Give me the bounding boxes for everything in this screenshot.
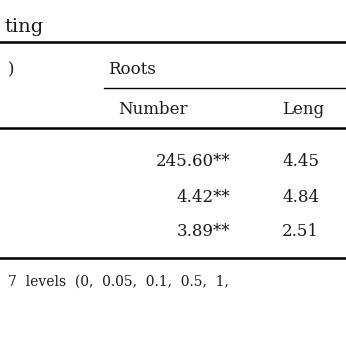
Text: 245.60**: 245.60** (155, 154, 230, 171)
Text: Roots: Roots (108, 62, 156, 79)
Text: 4.84: 4.84 (282, 190, 319, 207)
Text: Number: Number (118, 101, 188, 118)
Text: 7  levels  (0,  0.05,  0.1,  0.5,  1,: 7 levels (0, 0.05, 0.1, 0.5, 1, (8, 275, 229, 289)
Text: 4.45: 4.45 (282, 154, 319, 171)
Text: Leng: Leng (282, 101, 324, 118)
Text: 2.51: 2.51 (282, 224, 319, 240)
Text: ting: ting (4, 18, 43, 36)
Text: 4.42**: 4.42** (176, 190, 230, 207)
Text: ): ) (8, 62, 15, 79)
Text: 3.89**: 3.89** (176, 224, 230, 240)
